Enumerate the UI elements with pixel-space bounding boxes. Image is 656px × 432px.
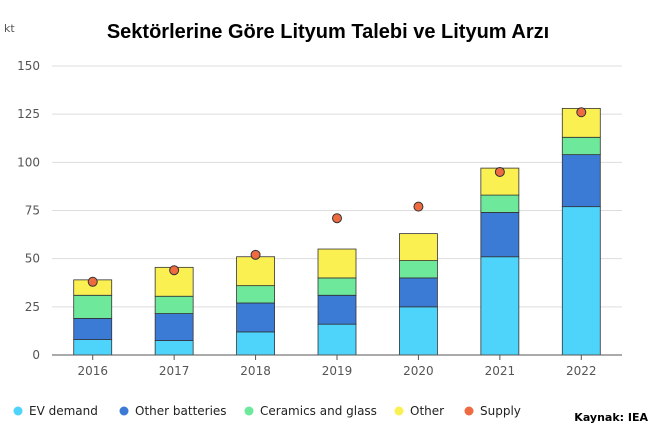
- chart-title: Sektörlerine Göre Lityum Talebi ve Lityu…: [107, 21, 549, 43]
- bar-ev-2019: [317, 323, 357, 356]
- legend-item-ev: EV demand: [13, 404, 98, 418]
- bar-other_batteries-2016: [73, 317, 113, 340]
- y-tick-label-50: 50: [25, 252, 40, 266]
- supply-point-2021: [494, 166, 505, 177]
- legend-label-ev: EV demand: [29, 404, 98, 418]
- legend: EV demand Other batteries Ceramics and gla…: [13, 404, 521, 418]
- bar-ceramics-2017: [154, 295, 194, 314]
- legend-item-other: Other: [394, 404, 444, 418]
- y-tick-label-25: 25: [25, 300, 40, 314]
- y-tick-label-0: 0: [32, 348, 40, 362]
- bar-other-2019: [317, 248, 357, 279]
- bar-ceramics-2021: [480, 194, 520, 213]
- x-tick-label-2020: 2020: [403, 364, 434, 378]
- supply-point-2020: [413, 201, 424, 212]
- bar-ceramics-2019: [317, 277, 357, 296]
- legend-item-ceramics: Ceramics and glass: [244, 404, 377, 418]
- bar-other_batteries-2017: [154, 313, 194, 341]
- supply-layer: [87, 107, 587, 287]
- x-tick-label-2017: 2017: [159, 364, 190, 378]
- legend-label-other: Other: [410, 404, 444, 418]
- bars-layer: [73, 107, 601, 356]
- bar-ceramics-2020: [399, 260, 438, 279]
- x-tick-label-2016: 2016: [77, 364, 108, 378]
- bar-other_batteries-2019: [317, 294, 357, 325]
- bar-ceramics-2016: [73, 294, 113, 319]
- x-tick-label-2018: 2018: [240, 364, 271, 378]
- bar-other-2020: [399, 233, 438, 261]
- legend-swatch-ev: [13, 406, 23, 416]
- y-axis-unit-label: kt: [4, 22, 15, 35]
- grid-layer: [52, 65, 622, 308]
- supply-point-2018: [250, 249, 261, 260]
- legend-item-other_batteries: Other batteries: [119, 404, 227, 418]
- y-tick-label-125: 125: [17, 107, 40, 121]
- legend-swatch-other: [394, 406, 404, 416]
- y-tick-label-75: 75: [25, 204, 40, 218]
- y-tick-label-100: 100: [17, 155, 40, 169]
- supply-point-2016: [87, 276, 98, 287]
- bar-ev-2021: [480, 256, 520, 356]
- legend-item-supply: Supply: [464, 404, 521, 418]
- legend-label-supply: Supply: [480, 404, 521, 418]
- bar-other_batteries-2021: [480, 212, 520, 258]
- bar-ev-2017: [154, 340, 194, 356]
- x-tick-label-2019: 2019: [322, 364, 353, 378]
- bar-other_batteries-2018: [236, 302, 275, 333]
- bar-ev-2020: [399, 306, 438, 356]
- legend-swatch-supply: [464, 406, 474, 416]
- bar-other-2018: [236, 256, 275, 287]
- bar-other_batteries-2020: [399, 277, 438, 308]
- x-tick-label-2022: 2022: [566, 364, 597, 378]
- x-tick-label-2021: 2021: [485, 364, 516, 378]
- bar-other_batteries-2022: [561, 154, 601, 208]
- axis-layer: 0 25 50 75 100 125 150 2016 2017 2018 2019 2020 2021…: [17, 59, 622, 378]
- bar-ev-2018: [236, 331, 275, 356]
- supply-point-2017: [169, 265, 180, 276]
- bar-ceramics-2022: [561, 136, 601, 156]
- y-tick-label-150: 150: [17, 59, 40, 73]
- supply-point-2022: [576, 107, 587, 118]
- bar-ev-2022: [561, 206, 601, 356]
- supply-point-2019: [332, 213, 342, 224]
- source-label: Kaynak: IEA: [574, 411, 648, 424]
- legend-swatch-ceramics: [244, 406, 254, 416]
- legend-label-other_batteries: Other batteries: [135, 404, 227, 418]
- bar-ev-2016: [73, 339, 113, 356]
- legend-label-ceramics: Ceramics and glass: [260, 404, 377, 418]
- legend-swatch-other_batteries: [119, 406, 129, 416]
- bar-ceramics-2018: [236, 285, 275, 304]
